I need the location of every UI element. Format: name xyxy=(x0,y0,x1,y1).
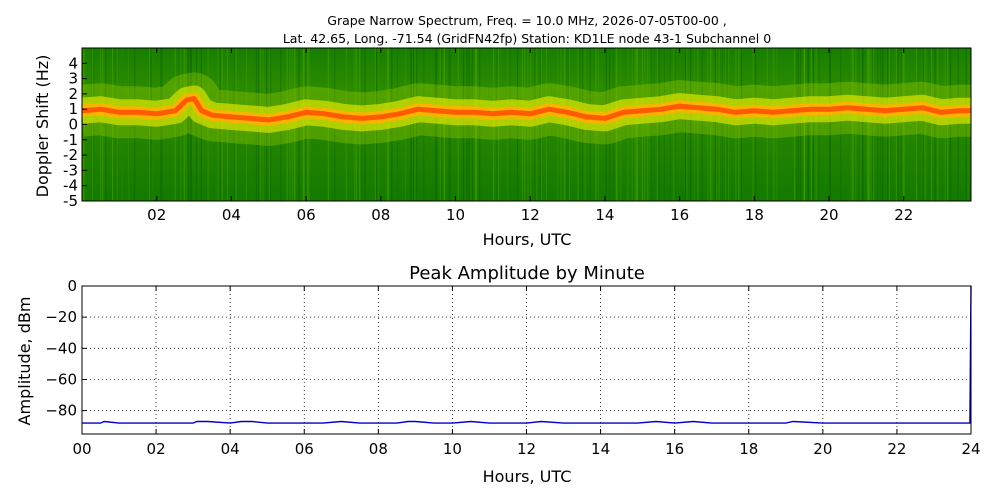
amplitude-x-tick-label: 24 xyxy=(961,440,980,458)
spectrogram-y-axis-label: Doppler Shift (Hz) xyxy=(33,55,52,198)
spectrogram-y-tick-label: 2 xyxy=(68,85,78,103)
spectrogram-y-tick-label: -1 xyxy=(63,131,78,149)
amplitude-x-tick-label: 08 xyxy=(369,440,388,458)
amplitude-x-tick-label: 22 xyxy=(887,440,906,458)
spectrogram-y-tick-label: -4 xyxy=(63,177,78,195)
amplitude-x-tick-label: 00 xyxy=(72,440,91,458)
amplitude-x-tick-label: 14 xyxy=(591,440,610,458)
spectrogram-x-tick-label: 20 xyxy=(820,206,839,224)
amplitude-y-tick-label: −40 xyxy=(45,339,77,357)
spectrogram-x-ticks: 02 04 06 08 10 12 14 16 18 20 22 xyxy=(147,48,913,224)
spectrogram-x-tick-label: 18 xyxy=(745,206,764,224)
amplitude-y-tick-label: −80 xyxy=(45,402,77,420)
amplitude-panel: Peak Amplitude by Minute 00 02 04 06 08 10 12 1… xyxy=(15,263,981,486)
spectrogram-y-tick-label: -2 xyxy=(63,146,78,164)
spectrogram-x-tick-label: 04 xyxy=(222,206,241,224)
figure-title-line1: Grape Narrow Spectrum, Freq. = 10.0 MHz,… xyxy=(327,13,726,28)
amplitude-chart-title: Peak Amplitude by Minute xyxy=(409,263,645,284)
spectrogram-x-tick-label: 22 xyxy=(894,206,913,224)
amplitude-y-tick-label: 0 xyxy=(67,277,77,295)
spectrogram-y-tick-label: 0 xyxy=(68,116,78,134)
spectrogram-y-tick-label: -5 xyxy=(63,192,78,210)
spectrogram-y-tick-label: 4 xyxy=(68,54,78,72)
amplitude-plot-area xyxy=(82,286,971,434)
amplitude-x-tick-label: 18 xyxy=(739,440,758,458)
amplitude-series-line xyxy=(82,285,972,424)
amplitude-x-axis-label: Hours, UTC xyxy=(483,467,572,486)
spectrogram-x-axis-label: Hours, UTC xyxy=(483,230,572,249)
amplitude-x-tick-label: 10 xyxy=(443,440,462,458)
spectrogram-y-tick-label: -3 xyxy=(63,161,78,179)
spectrogram-x-tick-label: 02 xyxy=(147,206,166,224)
spectrogram-x-tick-label: 12 xyxy=(521,206,540,224)
spectrogram-x-tick-label: 08 xyxy=(371,206,390,224)
amplitude-y-tick-label: −20 xyxy=(45,308,77,326)
spectrogram-x-tick-label: 14 xyxy=(595,206,614,224)
amplitude-y-ticks: 0 −20 −40 −60 −80 xyxy=(45,277,87,420)
amplitude-x-tick-label: 06 xyxy=(295,440,314,458)
spectrogram-x-tick-label: 10 xyxy=(446,206,465,224)
amplitude-y-axis-label: Amplitude, dBm xyxy=(15,297,34,426)
amplitude-x-tick-label: 12 xyxy=(517,440,536,458)
spectrogram-y-tick-label: 1 xyxy=(68,100,78,118)
amplitude-y-tick-label: −60 xyxy=(45,370,77,388)
spectrogram-x-tick-label: 06 xyxy=(297,206,316,224)
ridge-peak-line xyxy=(82,96,971,123)
spectrogram-ridge xyxy=(82,72,971,146)
amplitude-x-ticks: 00 02 04 06 08 10 12 14 16 18 20 22 24 xyxy=(72,286,981,458)
spectrogram-x-tick-label: 16 xyxy=(670,206,689,224)
amplitude-x-tick-label: 16 xyxy=(665,440,684,458)
amplitude-x-tick-label: 20 xyxy=(813,440,832,458)
amplitude-x-tick-label: 04 xyxy=(221,440,240,458)
amplitude-x-tick-label: 02 xyxy=(147,440,166,458)
spectrogram-y-tick-label: 3 xyxy=(68,70,78,88)
figure-title-line2: Lat. 42.65, Long. -71.54 (GridFN42fp) St… xyxy=(283,31,771,46)
